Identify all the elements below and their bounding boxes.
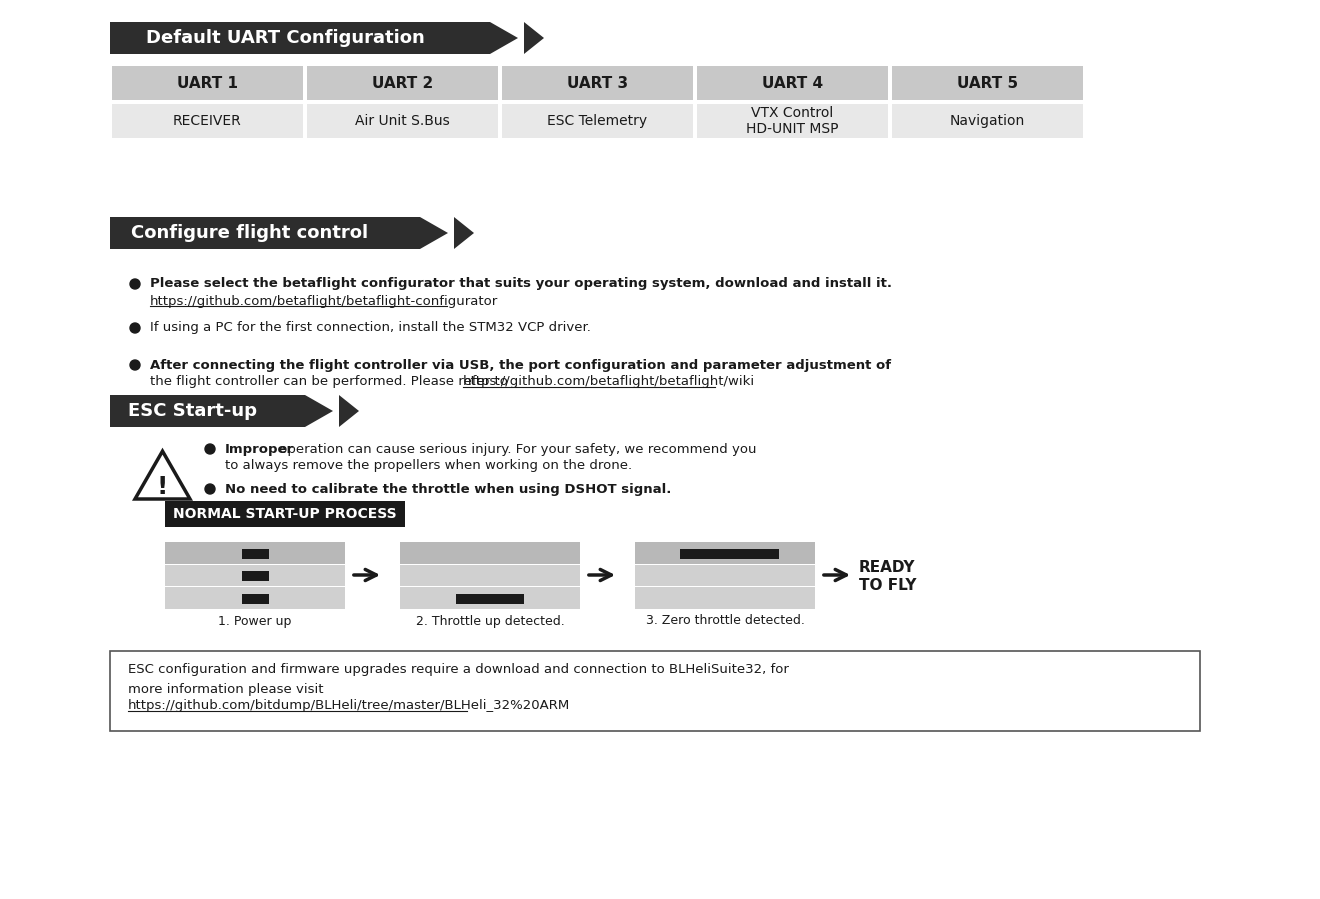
Text: Configure flight control: Configure flight control [132,224,368,242]
Bar [457,594,524,604]
Text: UART 3: UART 3 [566,76,628,91]
FancyBboxPatch shape [110,395,305,427]
Text: RECEIVER: RECEIVER [173,114,242,128]
Text: If using a PC for the first connection, install the STM32 VCP driver.: If using a PC for the first connection, … [150,322,591,334]
Text: VTX Control
HD-UNIT MSP: VTX Control HD-UNIT MSP [746,106,838,136]
Bar [165,565,345,586]
FancyBboxPatch shape [110,651,1200,731]
Text: Please select the betaflight configurator that suits your operating system, down: Please select the betaflight configurato… [150,278,892,290]
FancyBboxPatch shape [892,66,1082,100]
Bar [165,542,345,564]
Circle shape [205,444,215,454]
Polygon shape [135,451,190,499]
Bar [635,542,814,564]
Bar [242,594,268,604]
Circle shape [129,360,140,370]
Circle shape [129,279,140,289]
Text: After connecting the flight controller via USB, the port configuration and param: After connecting the flight controller v… [150,359,891,371]
Text: ESC Start-up: ESC Start-up [128,402,257,420]
FancyBboxPatch shape [112,104,304,138]
Bar [635,587,814,609]
FancyBboxPatch shape [110,217,420,249]
Text: !: ! [157,475,168,499]
Text: Air Unit S.Bus: Air Unit S.Bus [355,114,450,128]
Text: 2. Throttle up detected.: 2. Throttle up detected. [416,615,565,628]
Polygon shape [490,22,517,54]
Bar [635,565,814,586]
Text: 1. Power up: 1. Power up [218,615,292,628]
Text: to always remove the propellers when working on the drone.: to always remove the propellers when wor… [224,459,632,473]
Text: UART 2: UART 2 [372,76,433,91]
Text: Navigation: Navigation [950,114,1026,128]
Text: 3. Zero throttle detected.: 3. Zero throttle detected. [645,615,804,628]
Text: Improper: Improper [224,442,294,456]
Bar [400,565,579,586]
Text: https://github.com/bitdump/BLHeli/tree/master/BLHeli_32%20ARM: https://github.com/bitdump/BLHeli/tree/m… [128,699,570,713]
FancyBboxPatch shape [697,66,888,100]
Polygon shape [454,217,474,249]
Bar [400,587,579,609]
Text: No need to calibrate the throttle when using DSHOT signal.: No need to calibrate the throttle when u… [224,483,672,495]
Text: https://github.com/betaflight/betaflight/wiki: https://github.com/betaflight/betaflight… [463,376,755,388]
Text: Default UART Configuration: Default UART Configuration [145,29,424,47]
Text: https://github.com/betaflight/betaflight-configurator: https://github.com/betaflight/betaflight… [150,295,498,307]
Bar [242,571,268,582]
Polygon shape [305,395,333,427]
Bar [165,587,345,609]
Text: UART 5: UART 5 [957,76,1018,91]
Text: ESC Telemetry: ESC Telemetry [548,114,648,128]
FancyBboxPatch shape [892,104,1082,138]
Bar [400,542,579,564]
Polygon shape [524,22,544,54]
FancyBboxPatch shape [165,501,405,527]
Text: TO FLY: TO FLY [859,577,916,592]
Text: UART 1: UART 1 [177,76,238,91]
Text: UART 4: UART 4 [762,76,824,91]
Bar [242,548,268,558]
FancyBboxPatch shape [502,66,693,100]
Text: operation can cause serious injury. For your safety, we recommend you: operation can cause serious injury. For … [275,442,756,456]
Text: the flight controller can be performed. Please refer to: the flight controller can be performed. … [150,376,508,388]
FancyBboxPatch shape [308,104,498,138]
FancyBboxPatch shape [502,104,693,138]
Polygon shape [339,395,359,427]
Text: more information please visit: more information please visit [128,682,323,696]
Text: NORMAL START-UP PROCESS: NORMAL START-UP PROCESS [173,507,397,521]
Polygon shape [420,217,447,249]
Bar [680,548,779,558]
Text: READY: READY [859,559,916,574]
Circle shape [205,484,215,494]
Text: ESC configuration and firmware upgrades require a download and connection to BLH: ESC configuration and firmware upgrades … [128,663,789,675]
FancyBboxPatch shape [112,66,304,100]
FancyBboxPatch shape [308,66,498,100]
FancyBboxPatch shape [110,22,490,54]
FancyBboxPatch shape [697,104,888,138]
Circle shape [129,323,140,333]
